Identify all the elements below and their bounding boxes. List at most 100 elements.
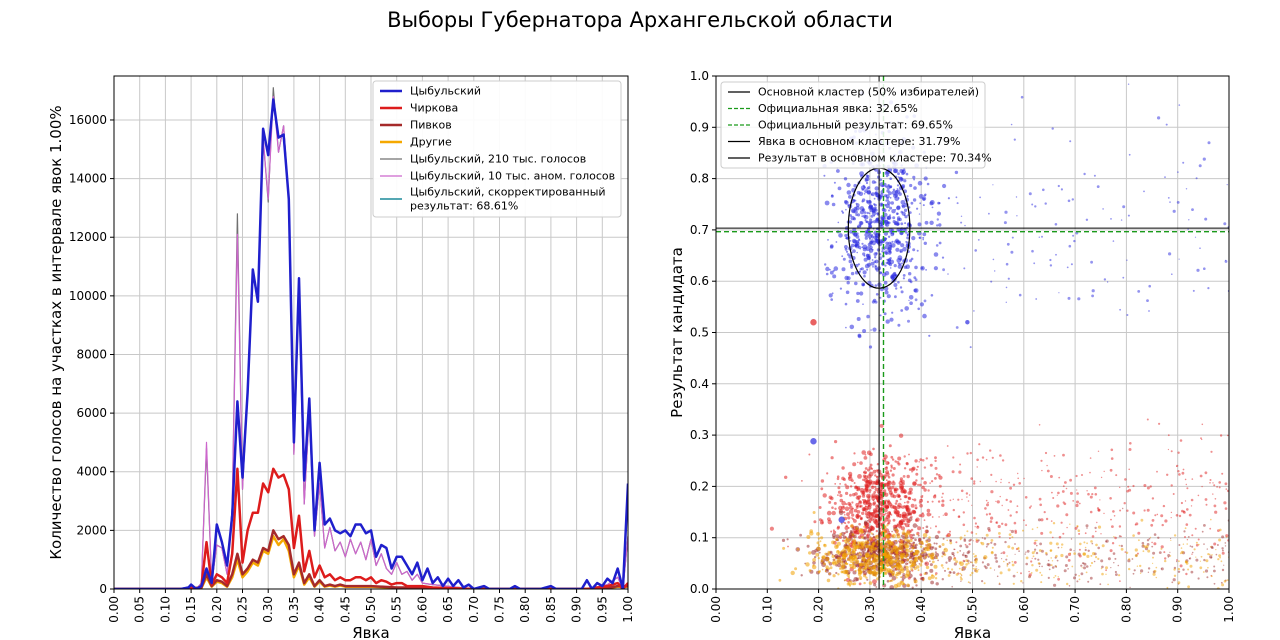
scatter-point (899, 477, 904, 481)
scatter-point (949, 499, 952, 502)
scatter-point (870, 241, 873, 244)
scatter-point (1191, 551, 1194, 554)
x-axis-label: Явка (954, 624, 992, 640)
scatter-point (1176, 560, 1178, 563)
scatter-point (1122, 205, 1126, 209)
scatter-point (1053, 576, 1055, 579)
scatter-point (894, 222, 897, 225)
scatter-point (883, 231, 889, 236)
scatter-point (1172, 493, 1175, 495)
scatter-point (1101, 565, 1104, 569)
scatter-point (831, 540, 835, 545)
scatter-point (843, 539, 846, 542)
scatter-point (981, 537, 984, 539)
scatter-point (847, 580, 853, 586)
scatter-point (938, 202, 941, 205)
scatter-point (906, 474, 910, 479)
scatter-point (905, 231, 908, 234)
scatter-point (1005, 286, 1008, 289)
scatter-point (992, 258, 995, 261)
scatter-point (1086, 554, 1090, 559)
scatter-point (1161, 523, 1164, 527)
scatter-point (918, 501, 922, 504)
scatter-point (874, 203, 877, 207)
scatter-point (906, 236, 910, 240)
scatter-point (931, 500, 934, 503)
scatter-point (991, 546, 994, 549)
scatter-point (935, 582, 939, 586)
scatter-point (1039, 503, 1042, 507)
scatter-point (900, 243, 905, 248)
scatter-point (1212, 493, 1214, 495)
scatter-point (1100, 533, 1102, 535)
scatter-point (900, 231, 904, 235)
scatter-point (953, 557, 957, 561)
scatter-point (912, 481, 917, 486)
scatter-point (877, 219, 883, 225)
scatter-point (854, 492, 858, 496)
scatter-point (891, 311, 894, 314)
scatter-point (933, 494, 937, 497)
scatter-point (866, 174, 870, 178)
scatter-point (853, 232, 858, 237)
scatter-point (847, 547, 852, 552)
scatter-point (985, 533, 989, 537)
scatter-point (844, 514, 846, 516)
scatter-point (858, 545, 862, 549)
scatter-point (924, 220, 929, 225)
scatter-point (1092, 552, 1096, 556)
scatter-point (880, 560, 884, 564)
legend-right: Основной кластер (50% избирателей)Официа… (720, 81, 992, 169)
scatter-point (874, 485, 877, 488)
scatter-point (959, 536, 963, 540)
scatter-point (869, 542, 872, 546)
scatter-point (839, 567, 842, 570)
scatter-point (1080, 572, 1084, 576)
y-tick-label: 1.0 (690, 69, 709, 83)
scatter-point (896, 488, 899, 491)
scatter-point (844, 483, 847, 486)
scatter-point (1102, 208, 1104, 210)
scatter-point (852, 538, 857, 544)
scatter-point (864, 540, 869, 545)
scatter-point (1146, 508, 1150, 512)
scatter-point (869, 237, 871, 240)
y-tick-label: 0.8 (690, 172, 709, 186)
scatter-point (942, 567, 944, 569)
scatter-point (907, 319, 910, 323)
scatter-point (996, 575, 999, 578)
scatter-point (862, 303, 864, 306)
scatter-point (1200, 437, 1202, 440)
scatter-point (891, 243, 896, 248)
scatter-point (909, 183, 913, 188)
scatter-point (934, 573, 937, 576)
scatter-point (829, 270, 834, 275)
legend-label: Пивков (410, 119, 452, 132)
scatter-point (887, 199, 890, 202)
scatter-point (1026, 549, 1030, 553)
scatter-point (909, 544, 913, 548)
scatter-point (955, 326, 959, 329)
scatter-point (922, 537, 926, 540)
legend-label: результат: 68.61% (410, 200, 518, 213)
scatter-point (914, 538, 917, 541)
scatter-point (948, 559, 951, 562)
scatter-point (1078, 532, 1081, 535)
scatter-point (928, 334, 931, 337)
scatter-point (885, 461, 890, 465)
scatter-point (951, 568, 954, 571)
scatter-point (880, 512, 885, 517)
scatter-point (883, 454, 888, 460)
scatter-point (895, 565, 900, 571)
scatter-point (848, 542, 851, 545)
scatter-point (1042, 188, 1045, 192)
x-tick-label: 0.30 (863, 596, 877, 623)
scatter-point (832, 574, 836, 578)
scatter-point (925, 544, 927, 546)
scatter-point (930, 514, 932, 516)
scatter-point (879, 519, 881, 522)
scatter-point (979, 480, 981, 483)
scatter-point (840, 558, 843, 560)
scatter-point (898, 524, 902, 529)
